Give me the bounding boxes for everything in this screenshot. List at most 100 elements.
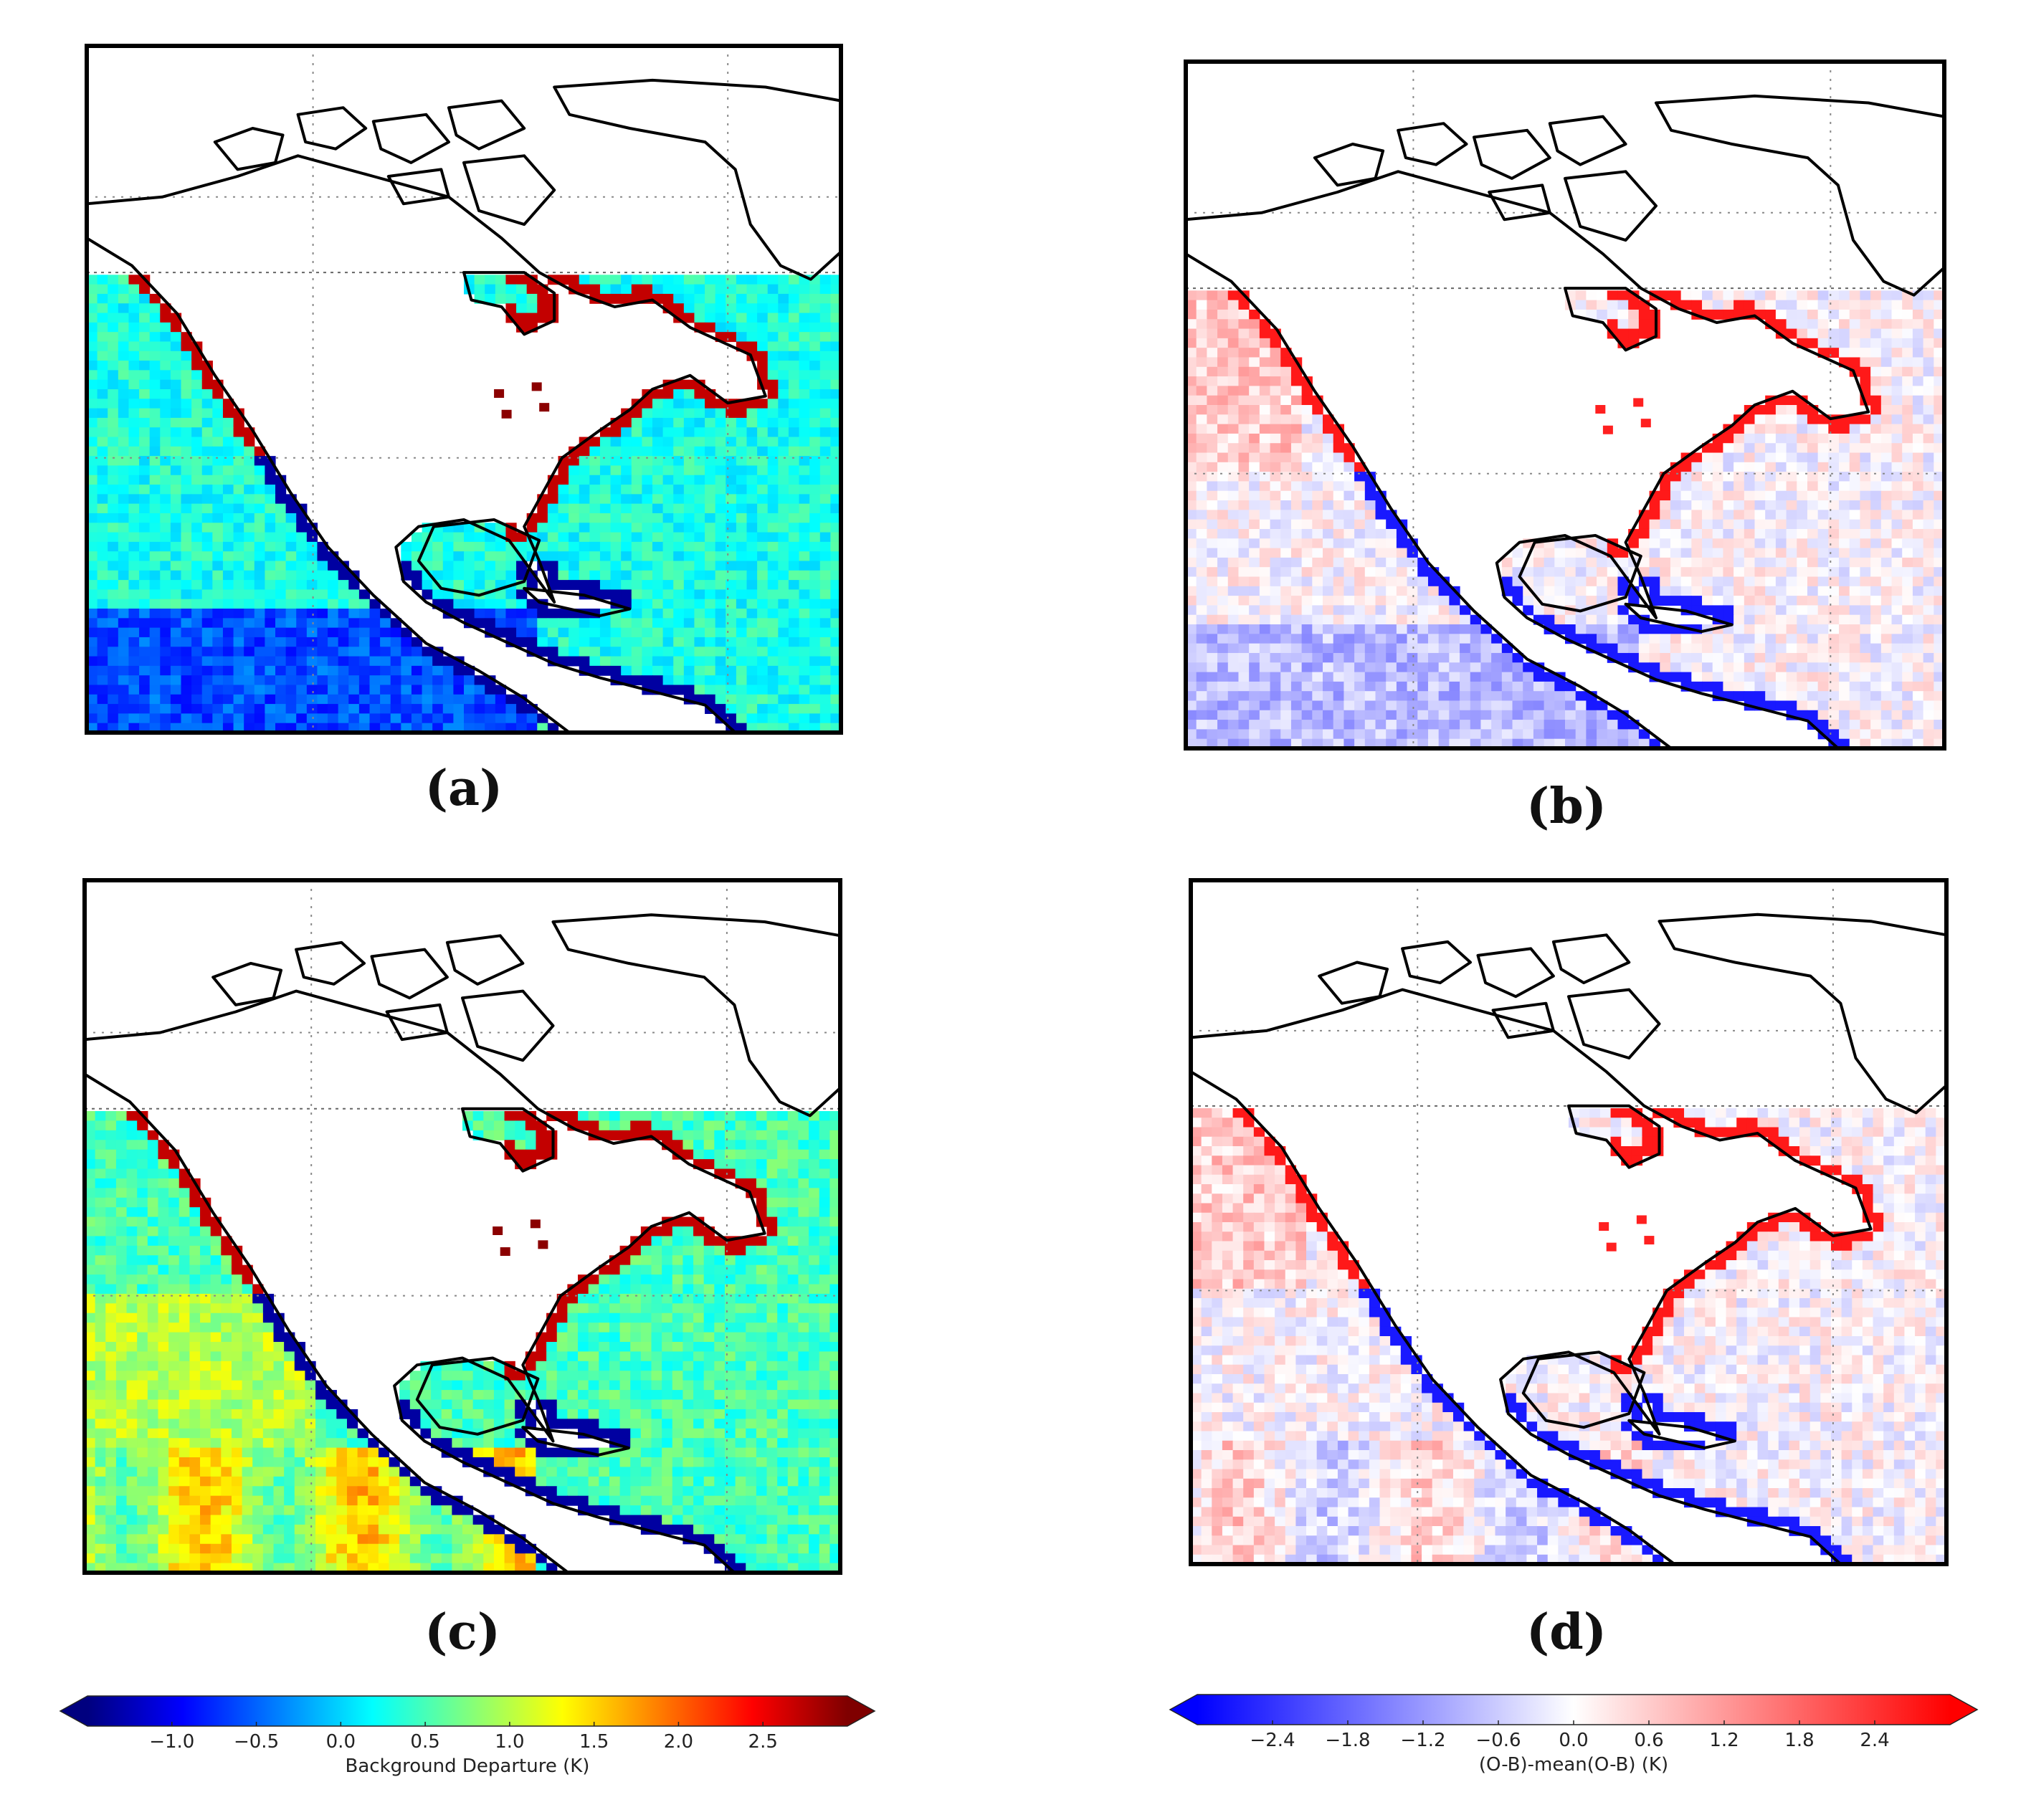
grid-cell xyxy=(715,465,726,476)
grid-cell xyxy=(1912,538,1924,549)
grid-cell xyxy=(1565,700,1576,711)
grid-cell xyxy=(348,627,360,638)
grid-cell xyxy=(1754,510,1766,520)
grid-cell xyxy=(1912,414,1924,425)
grid-cell xyxy=(1417,681,1429,692)
grid-cell xyxy=(558,618,569,629)
grid-cell xyxy=(1670,662,1682,673)
grid-cell xyxy=(1849,720,1861,730)
grid-cell xyxy=(642,399,653,409)
grid-cell xyxy=(757,437,769,447)
grid-cell xyxy=(170,351,182,361)
grid-cell xyxy=(149,675,161,686)
grid-cell xyxy=(788,389,800,399)
grid-cell xyxy=(798,1178,809,1188)
grid-cell xyxy=(1217,691,1229,702)
grid-cell xyxy=(726,551,737,562)
grid-cell xyxy=(118,370,130,381)
grid-cell xyxy=(1238,348,1250,358)
grid-cell xyxy=(1196,395,1207,406)
grid-cell xyxy=(254,494,265,505)
grid-cell xyxy=(694,618,705,629)
grid-cell xyxy=(642,541,653,552)
grid-cell xyxy=(1649,662,1660,673)
grid-cell xyxy=(819,570,831,581)
grid-cell xyxy=(1902,366,1913,377)
grid-cell xyxy=(201,437,213,447)
grid-cell xyxy=(149,303,161,314)
grid-cell xyxy=(474,570,485,581)
grid-cell xyxy=(1575,586,1587,596)
grid-cell xyxy=(579,284,590,295)
grid-cell xyxy=(1638,624,1650,634)
grid-cell xyxy=(160,408,171,419)
grid-cell xyxy=(799,322,810,333)
grid-cell xyxy=(505,618,517,629)
grid-cell xyxy=(233,427,244,438)
grid-cell xyxy=(1807,576,1819,587)
grid-cell xyxy=(1343,576,1355,587)
grid-cell xyxy=(1186,557,1197,568)
grid-cell xyxy=(453,694,465,705)
grid-cell xyxy=(1238,557,1250,568)
grid-cell xyxy=(233,561,244,571)
grid-cell xyxy=(87,361,98,371)
grid-cell xyxy=(1839,424,1850,434)
grid-cell xyxy=(642,417,653,428)
grid-cell xyxy=(128,351,140,361)
grid-cell xyxy=(1870,405,1882,415)
grid-cell xyxy=(1186,300,1197,310)
grid-cell xyxy=(1786,567,1797,578)
grid-cell xyxy=(1249,624,1260,634)
grid-cell xyxy=(798,1197,809,1208)
grid-cell xyxy=(767,532,779,543)
grid-cell xyxy=(1765,300,1777,310)
grid-cell xyxy=(1501,557,1513,568)
grid-cell xyxy=(1386,662,1397,673)
grid-cell xyxy=(757,513,769,523)
grid-cell xyxy=(1501,652,1513,663)
grid-cell xyxy=(1860,672,1871,682)
grid-cell xyxy=(757,675,769,686)
grid-cell xyxy=(829,1159,841,1170)
grid-cell xyxy=(589,570,601,581)
grid-cell xyxy=(767,713,779,724)
grid-cell xyxy=(1575,700,1587,711)
grid-cell xyxy=(1227,366,1240,377)
grid-cell xyxy=(1417,710,1429,720)
grid-cell xyxy=(170,675,182,686)
grid-cell xyxy=(558,561,569,571)
grid-cell xyxy=(1797,472,1808,482)
grid-cell xyxy=(1427,672,1440,682)
grid-cell xyxy=(1891,348,1903,358)
grid-cell xyxy=(1660,624,1671,634)
grid-cell xyxy=(1323,586,1334,596)
grid-cell xyxy=(118,389,130,399)
grid-cell xyxy=(788,599,800,609)
grid-cell xyxy=(139,609,151,619)
grid-cell xyxy=(1870,691,1882,702)
grid-cell xyxy=(1312,700,1323,711)
grid-cell xyxy=(493,1130,505,1140)
grid-cell xyxy=(1259,634,1271,644)
grid-cell xyxy=(442,570,454,581)
grid-cell xyxy=(1923,624,1934,634)
grid-cell xyxy=(642,494,653,505)
grid-cell xyxy=(380,675,391,686)
grid-cell xyxy=(1754,405,1766,415)
grid-cell xyxy=(201,427,213,438)
grid-cell xyxy=(170,494,182,505)
grid-cell xyxy=(683,513,695,523)
grid-cell xyxy=(1870,452,1882,463)
grid-cell xyxy=(505,561,517,571)
grid-cell xyxy=(1744,490,1756,501)
grid-cell xyxy=(778,609,789,619)
grid-cell xyxy=(694,675,705,686)
grid-cell xyxy=(1343,452,1355,463)
grid-cell xyxy=(464,532,475,543)
grid-cell xyxy=(1786,481,1797,492)
grid-cell xyxy=(736,599,748,609)
grid-cell xyxy=(830,446,842,457)
grid-cell xyxy=(97,475,108,485)
grid-cell xyxy=(160,351,171,361)
